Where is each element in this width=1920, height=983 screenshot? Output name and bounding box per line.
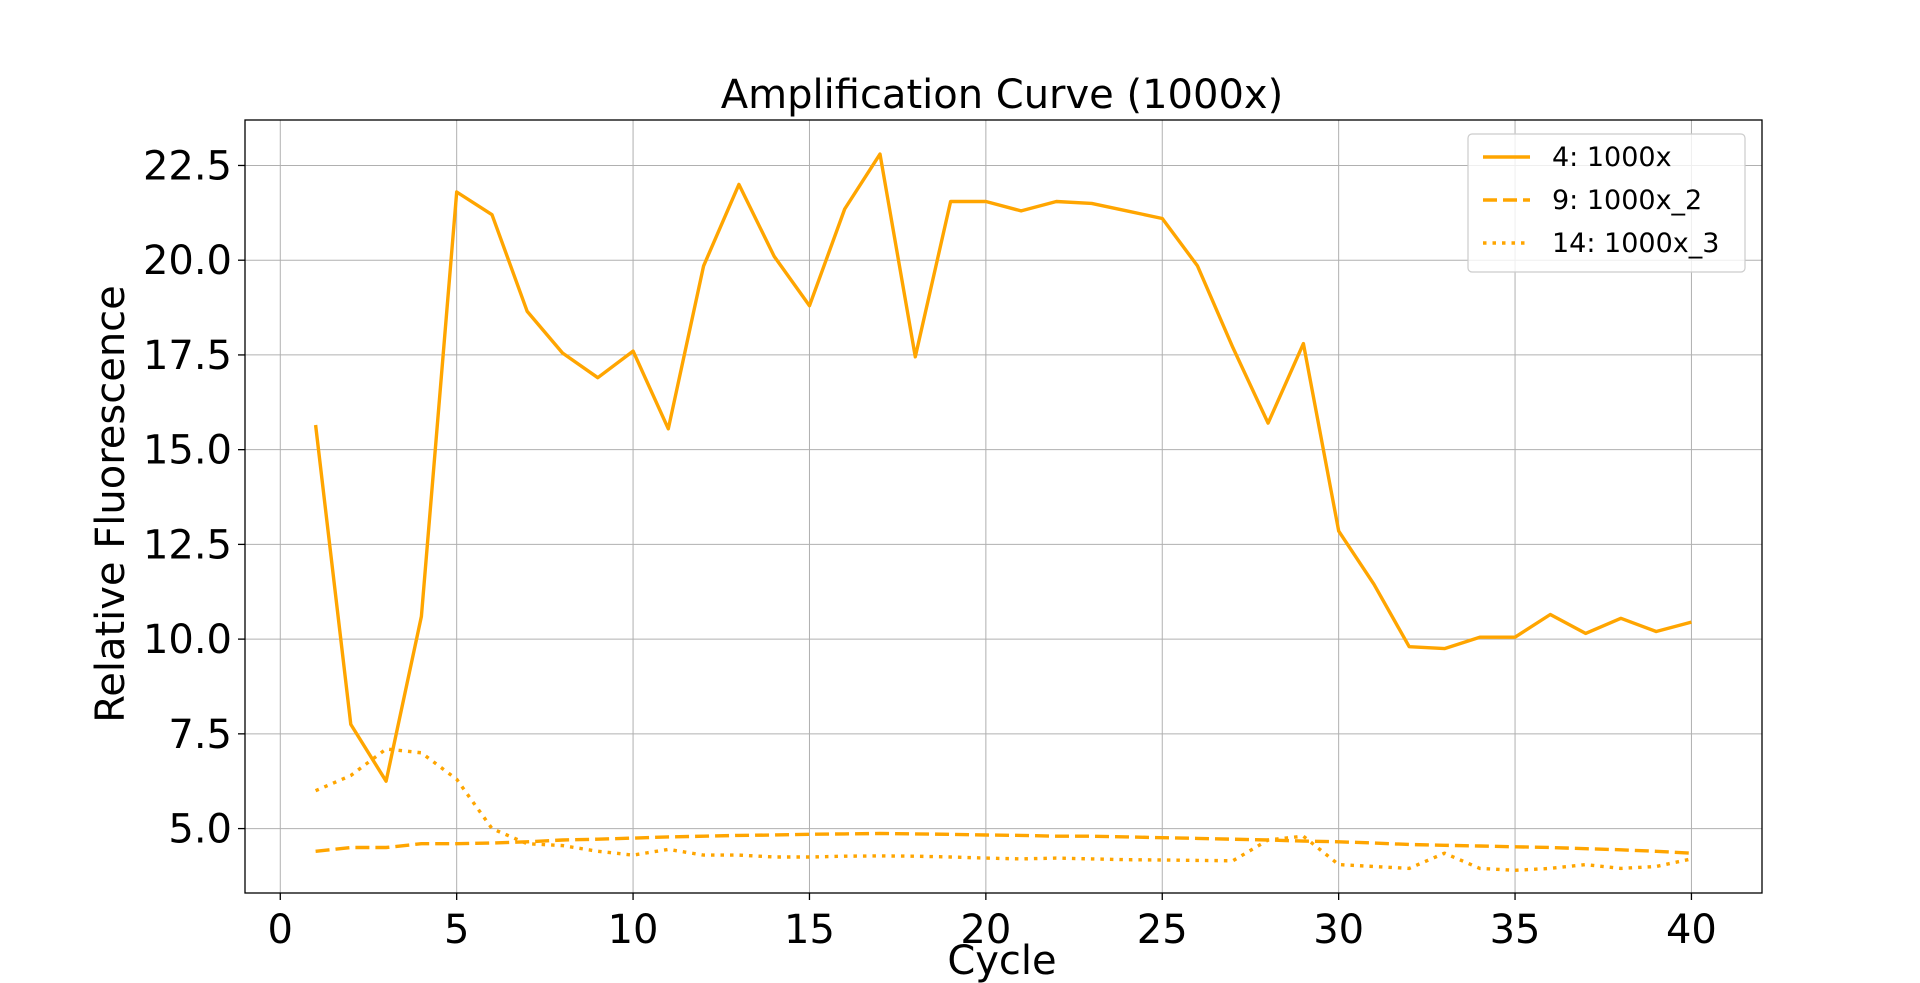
y-tick-label: 22.5 bbox=[143, 143, 232, 189]
x-tick-label: 15 bbox=[784, 907, 835, 953]
y-tick-label: 5.0 bbox=[168, 807, 232, 853]
series-line-1 bbox=[313, 152, 1692, 783]
x-tick-label: 25 bbox=[1137, 907, 1188, 953]
plot-frame bbox=[244, 119, 1763, 894]
series-line-3 bbox=[314, 747, 1692, 872]
x-tick-label: 30 bbox=[1313, 907, 1364, 953]
series-line-2 bbox=[315, 831, 1692, 855]
legend-label-3: 14: 1000x_3 bbox=[1552, 228, 1719, 259]
legend-box bbox=[1467, 133, 1746, 273]
legend-label-2: 9: 1000x_2 bbox=[1552, 185, 1702, 216]
y-tick-label: 10.0 bbox=[143, 617, 232, 663]
y-tick-label: 20.0 bbox=[143, 238, 232, 284]
legend-label-1: 4: 1000x bbox=[1552, 142, 1672, 173]
x-axis-ticks: 0 5 10 15 20 25 30 35 40 bbox=[268, 893, 1717, 953]
x-tick-label: 10 bbox=[608, 907, 659, 953]
y-tick-label: 7.5 bbox=[168, 712, 232, 758]
x-tick-label: 20 bbox=[960, 907, 1011, 953]
x-tick-label: 35 bbox=[1490, 907, 1541, 953]
y-tick-label: 17.5 bbox=[143, 333, 232, 379]
x-axis-label: Cycle bbox=[947, 938, 1056, 983]
x-tick-label: 40 bbox=[1666, 907, 1717, 953]
x-tick-label: 5 bbox=[444, 907, 469, 953]
series-lines bbox=[313, 152, 1692, 872]
y-tick-label: 12.5 bbox=[143, 522, 232, 568]
legend: 4: 1000x 9: 1000x_2 14: 1000x_3 bbox=[1467, 133, 1746, 273]
chart-title: Amplification Curve (1000x) bbox=[721, 72, 1283, 118]
y-tick-label: 15.0 bbox=[143, 428, 232, 474]
y-axis-label: Relative Fluorescence bbox=[88, 285, 134, 723]
y-axis-ticks: 5.0 7.5 10.0 12.5 15.0 17.5 20.0 22.5 bbox=[143, 143, 245, 853]
x-tick-label: 0 bbox=[268, 907, 293, 953]
